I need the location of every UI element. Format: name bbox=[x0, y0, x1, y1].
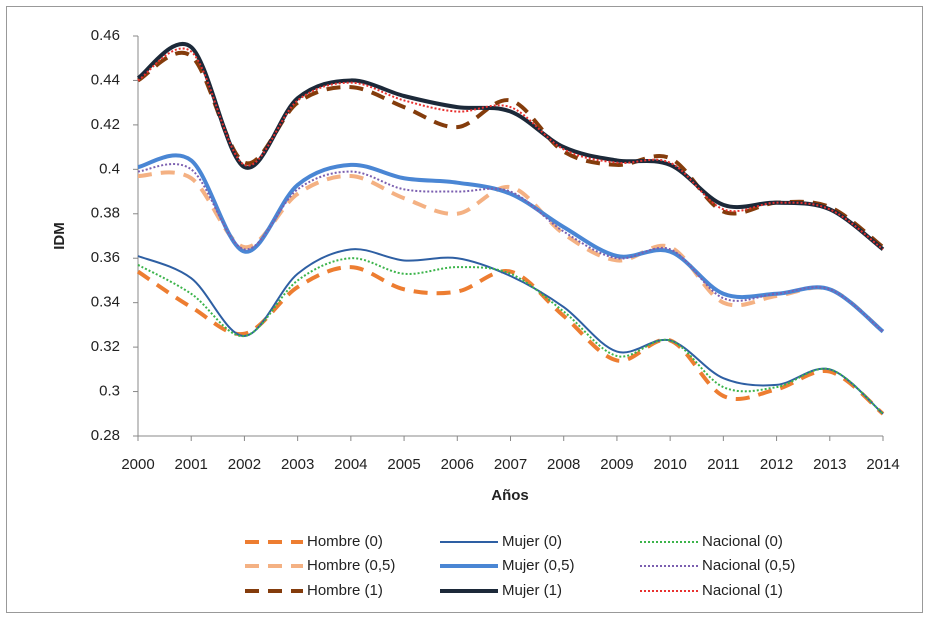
legend-label: Mujer (0,5) bbox=[502, 557, 575, 574]
series-line bbox=[136, 265, 885, 416]
x-tick-label: 2014 bbox=[866, 456, 899, 473]
y-tick-label: 0.44 bbox=[91, 71, 120, 88]
series-line bbox=[137, 257, 884, 415]
x-tick-label: 2009 bbox=[600, 456, 633, 473]
y-tick-label: 0.46 bbox=[91, 27, 120, 44]
legend-label: Hombre (0,5) bbox=[307, 557, 395, 574]
y-axis-title: IDM bbox=[51, 222, 68, 250]
legend-label: Hombre (0) bbox=[307, 533, 383, 550]
series-line bbox=[136, 42, 885, 251]
chart-frame bbox=[6, 6, 923, 613]
legend-label: Nacional (0) bbox=[702, 533, 783, 550]
y-tick-label: 0.34 bbox=[91, 294, 120, 311]
x-tick-label: 2000 bbox=[121, 456, 154, 473]
legend-label: Nacional (0,5) bbox=[702, 557, 795, 574]
x-tick-label: 2005 bbox=[387, 456, 420, 473]
x-tick-label: 2006 bbox=[441, 456, 474, 473]
x-tick-label: 2012 bbox=[760, 456, 793, 473]
x-tick-label: 2004 bbox=[334, 456, 367, 473]
x-tick-label: 2007 bbox=[494, 456, 527, 473]
series-line bbox=[137, 153, 885, 334]
x-axis-title: Años bbox=[491, 487, 529, 504]
y-tick-label: 0.28 bbox=[91, 427, 120, 444]
series-line bbox=[136, 51, 885, 249]
x-tick-label: 2003 bbox=[281, 456, 314, 473]
y-tick-label: 0.36 bbox=[91, 249, 120, 266]
x-tick-label: 2010 bbox=[653, 456, 686, 473]
x-tick-label: 2011 bbox=[707, 456, 739, 473]
legend-label: Mujer (1) bbox=[502, 582, 562, 599]
legend-label: Mujer (0) bbox=[502, 533, 562, 550]
y-tick-label: 0.42 bbox=[91, 116, 120, 133]
legend-label: Hombre (1) bbox=[307, 582, 383, 599]
legend-label: Nacional (1) bbox=[702, 582, 783, 599]
y-tick-label: 0.4 bbox=[99, 160, 120, 177]
y-tick-label: 0.38 bbox=[91, 205, 120, 222]
y-tick-label: 0.3 bbox=[99, 383, 120, 400]
series-line bbox=[137, 163, 884, 333]
x-tick-label: 2001 bbox=[175, 456, 208, 473]
x-tick-label: 2013 bbox=[813, 456, 846, 473]
x-tick-label: 2002 bbox=[228, 456, 261, 473]
x-tick-label: 2008 bbox=[547, 456, 580, 473]
y-tick-label: 0.32 bbox=[91, 338, 120, 355]
